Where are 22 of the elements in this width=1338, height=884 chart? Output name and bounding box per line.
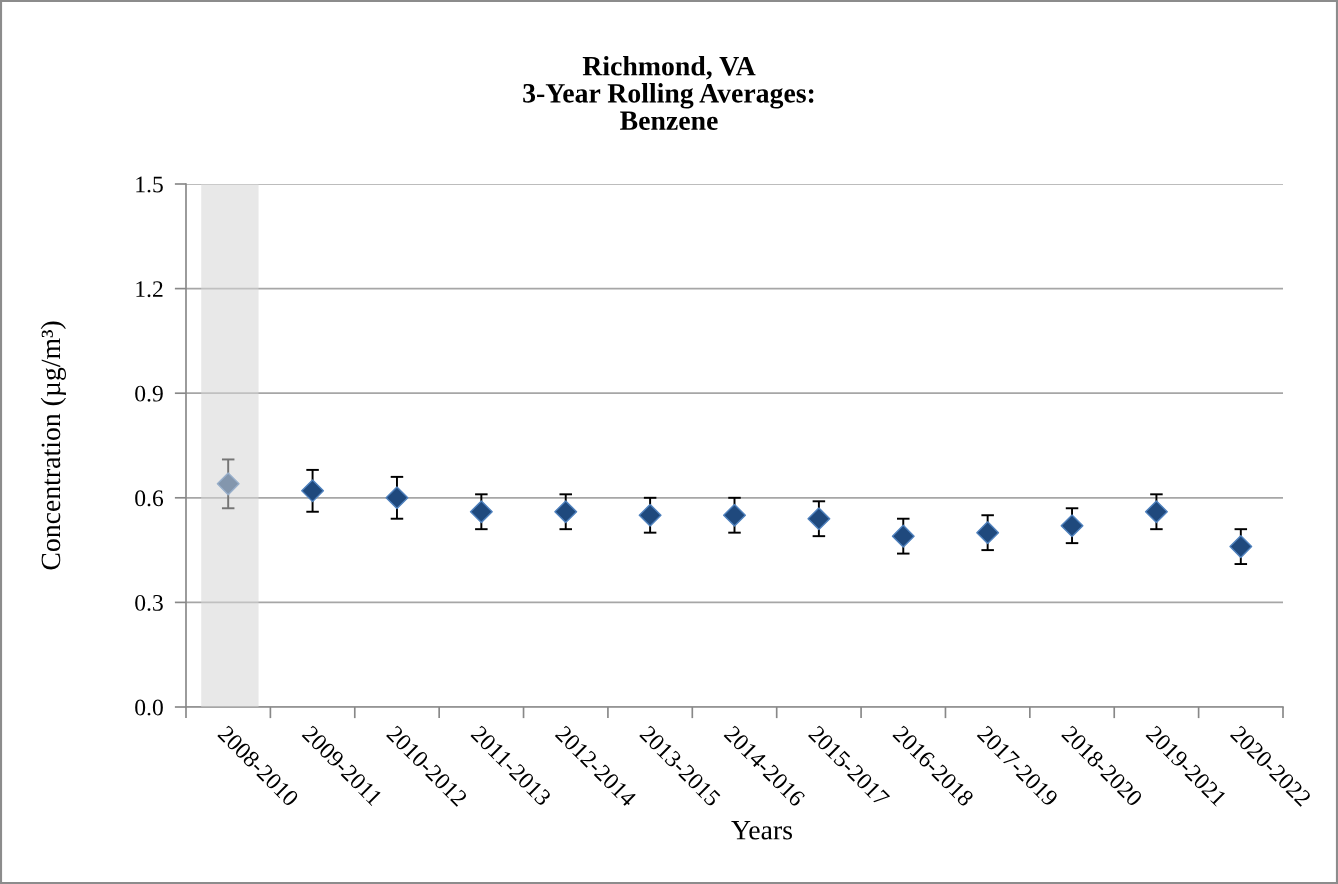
point xyxy=(976,521,1000,545)
y-tick-label: 0.9 xyxy=(135,385,163,402)
point xyxy=(807,507,831,531)
y-axis-title: Concentration (µg/m³) xyxy=(40,321,66,570)
point xyxy=(301,479,325,503)
point xyxy=(385,486,409,510)
y-tick-label: 1.5 xyxy=(136,176,163,193)
point xyxy=(1144,500,1168,524)
point xyxy=(1229,535,1253,559)
point xyxy=(216,472,240,496)
point xyxy=(554,500,578,524)
y-tick-label: 0.3 xyxy=(135,594,163,611)
point xyxy=(723,503,746,527)
chart-title: Richmond, VA 3-Year Rolling Averages: Benzene xyxy=(523,56,814,130)
point xyxy=(891,524,915,548)
point xyxy=(469,500,493,524)
y-tick-label: 0.6 xyxy=(135,490,164,507)
x-axis-title: Years xyxy=(731,821,792,840)
point xyxy=(638,503,662,527)
y-tick-label: 1.2 xyxy=(136,281,163,298)
point xyxy=(1060,514,1084,538)
y-tick-label: 0.0 xyxy=(135,699,163,716)
